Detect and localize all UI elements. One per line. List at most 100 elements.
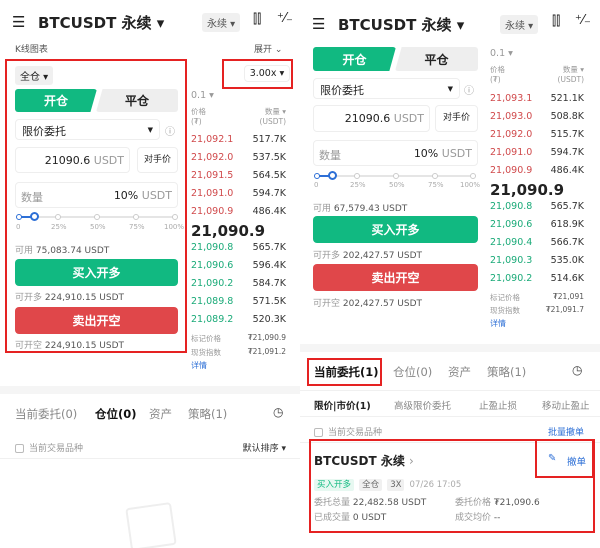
info-icon[interactable]: ⓘ — [464, 86, 474, 97]
kline-chart-label[interactable]: K线图表 — [15, 45, 48, 55]
history-icon[interactable]: ◷ — [572, 363, 583, 377]
ask-qty: 564.5K — [252, 170, 286, 181]
precision-select[interactable]: 0.1 ▾ — [490, 48, 513, 59]
page-title[interactable]: BTCUSDT 永续 ▾ — [38, 14, 165, 32]
leverage-select[interactable]: 3.00x ▾ — [244, 65, 290, 82]
cancel-order-button[interactable]: 撤单 — [567, 457, 587, 468]
page-title[interactable]: BTCUSDT 永续 ▾ — [338, 16, 465, 34]
type-select[interactable]: 永续 ▾ — [500, 15, 539, 34]
quantity-input[interactable]: 数量 10% USDT — [313, 140, 478, 166]
margin-mode-tag: 全仓 — [359, 479, 383, 491]
precision-select[interactable]: 0.1 ▾ — [191, 90, 214, 101]
current-symbol-filter[interactable]: 当前交易品种 — [15, 441, 83, 454]
current-symbol-filter[interactable]: 当前交易品种 — [314, 425, 382, 438]
plus-minus-icon[interactable]: ⁺⁄₋ — [575, 13, 591, 28]
tab-positions[interactable]: 仓位(0) — [95, 407, 137, 421]
qty-header[interactable]: 数量 ▾ (USDT) — [259, 107, 286, 126]
precision-label: 0.1 — [191, 90, 207, 101]
qty-header[interactable]: 数量 ▾ (USDT) — [557, 65, 584, 84]
price-value: 21090.6 — [44, 154, 91, 167]
subtab-advanced-limit[interactable]: 高级限价委托 — [394, 401, 452, 412]
checkbox[interactable] — [15, 444, 24, 453]
bid-price[interactable]: 21,090.2 — [191, 278, 234, 289]
can-long-value: 224,910.15 USDT — [44, 293, 125, 303]
sort-select[interactable]: 默认排序 ▾ — [242, 444, 286, 454]
order-symbol-link[interactable]: BTCUSDT 永续 › — [314, 452, 414, 469]
tab-positions[interactable]: 仓位(0) — [393, 365, 433, 379]
ask-price[interactable]: 21,093.1 — [490, 93, 533, 104]
expand-button[interactable]: 展开 ⌄ — [254, 45, 283, 55]
slider-label: 75% — [129, 223, 145, 231]
tab-strategies[interactable]: 策略(1) — [487, 365, 527, 379]
ask-price[interactable]: 21,092.1 — [191, 134, 234, 145]
bid-price[interactable]: 21,090.8 — [191, 242, 234, 253]
plus-minus-icon[interactable]: ⁺⁄₋ — [277, 11, 293, 26]
menu-icon[interactable]: ☰ — [12, 13, 26, 31]
edit-icon[interactable]: ✎ — [548, 453, 557, 464]
quantity-input[interactable]: 数量 10% USDT — [15, 182, 178, 208]
sell-short-button[interactable]: 卖出开空 — [15, 307, 178, 334]
tab-assets[interactable]: 资产 — [149, 407, 172, 421]
type-select[interactable]: 永续 ▾ — [202, 13, 241, 32]
qty-header-label: 数量 — [264, 107, 280, 116]
bid-price[interactable]: 21,090.6 — [191, 260, 234, 271]
order-price-label: 委托价格 — [455, 498, 492, 508]
ask-price[interactable]: 21,090.9 — [191, 206, 234, 217]
buy-long-button[interactable]: 买入开多 — [313, 216, 478, 243]
sell-short-button[interactable]: 卖出开空 — [313, 264, 478, 291]
tab-close[interactable]: 平仓 — [96, 89, 178, 112]
candlestick-icon[interactable]: ⫿⫿ — [552, 14, 561, 29]
order-type-select[interactable]: 限价委托 ▼ — [15, 119, 160, 140]
order-type-label: 限价委托 — [22, 125, 66, 138]
batch-cancel-button[interactable]: 批量撤单 — [547, 428, 584, 438]
tab-orders[interactable]: 当前委托(1) — [314, 365, 379, 379]
slider-handle[interactable] — [30, 212, 39, 221]
ask-price[interactable]: 21,090.9 — [490, 165, 533, 176]
bid-price[interactable]: 21,090.4 — [490, 237, 533, 248]
buy-long-button[interactable]: 买入开多 — [15, 259, 178, 286]
available-balance: 可用 67,579.43 USDT — [313, 201, 407, 214]
subtab-tp-sl[interactable]: 止盈止损 — [479, 401, 518, 412]
margin-mode-select[interactable]: 全仓 ▾ — [15, 66, 54, 85]
bid-price[interactable]: 21,089.8 — [191, 296, 234, 307]
price-unit: USDT — [93, 154, 124, 167]
bid-price[interactable]: 21,090.2 — [490, 273, 533, 284]
bid-price[interactable]: 21,089.2 — [191, 314, 234, 325]
bid-price[interactable]: 21,090.8 — [490, 201, 533, 212]
price-header-unit: (₮) — [191, 117, 202, 126]
ask-price[interactable]: 21,091.5 — [191, 170, 234, 181]
order-type-select[interactable]: 限价委托 ▼ — [313, 78, 460, 99]
tab-strategies[interactable]: 策略(1) — [188, 407, 228, 421]
bid-price[interactable]: 21,090.6 — [490, 219, 533, 230]
detail-link[interactable]: 详情 — [490, 319, 506, 328]
bid-price[interactable]: 21,090.3 — [490, 255, 533, 266]
menu-icon[interactable]: ☰ — [312, 15, 326, 33]
ask-price[interactable]: 21,092.0 — [191, 152, 234, 163]
history-icon[interactable]: ◷ — [273, 405, 284, 419]
mark-price-value: ₮21,090.9 — [247, 333, 286, 342]
slider-handle[interactable] — [328, 171, 337, 180]
subtab-trailing-stop[interactable]: 移动止盈止 — [542, 401, 590, 412]
ask-price[interactable]: 21,091.0 — [490, 147, 533, 158]
tab-open[interactable]: 开仓 — [313, 47, 396, 71]
subtab-limit-market[interactable]: 限价|市价(1) — [314, 401, 371, 412]
tab-assets[interactable]: 资产 — [448, 365, 471, 379]
info-icon[interactable]: ⓘ — [165, 127, 175, 138]
counter-price-button[interactable]: 对手价 — [137, 147, 178, 173]
ask-price[interactable]: 21,091.0 — [191, 188, 234, 199]
tab-close[interactable]: 平仓 — [395, 47, 478, 71]
candlestick-icon[interactable]: ⫿⫿ — [253, 12, 262, 27]
ask-price[interactable]: 21,092.0 — [490, 129, 533, 140]
can-long: 可开多 224,910.15 USDT — [15, 290, 124, 303]
counter-price-button[interactable]: 对手价 — [435, 105, 478, 132]
highlight-box — [535, 439, 594, 478]
tab-orders[interactable]: 当前委托(0) — [15, 407, 78, 421]
ask-qty: 515.7K — [550, 129, 584, 140]
detail-link[interactable]: 详情 — [191, 361, 207, 370]
ask-price[interactable]: 21,093.0 — [490, 111, 533, 122]
checkbox[interactable] — [314, 428, 323, 437]
precision-label: 0.1 — [490, 48, 506, 59]
tab-open[interactable]: 开仓 — [15, 89, 97, 112]
price-input[interactable]: 21090.6 USDT — [15, 147, 130, 173]
price-input[interactable]: 21090.6 USDT — [313, 105, 430, 132]
